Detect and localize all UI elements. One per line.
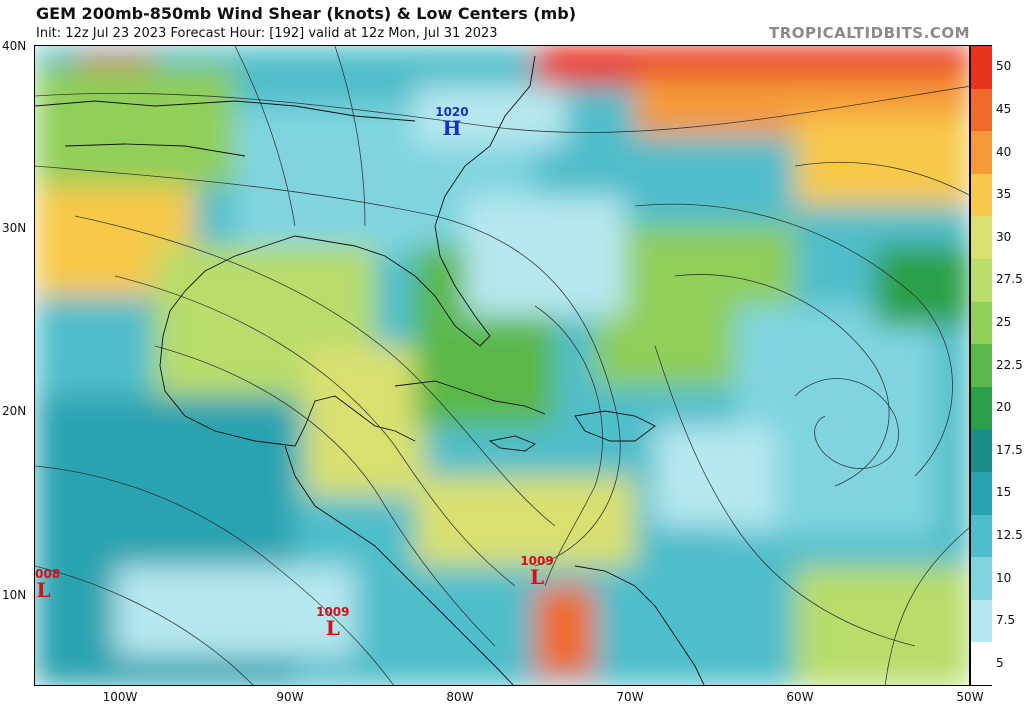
colorbar-segment — [971, 216, 992, 260]
colorbar-label: 30 — [996, 229, 1012, 244]
colorbar-segment — [971, 386, 992, 430]
lon-label-100w: 100W — [102, 690, 138, 704]
map-title: GEM 200mb-850mb Wind Shear (knots) & Low… — [36, 4, 577, 23]
colorbar-segment — [971, 88, 992, 132]
pressure-value: 1008 — [35, 566, 61, 581]
pressure-value: 1020 — [435, 105, 469, 120]
colorbar-segment — [971, 642, 992, 686]
lat-label-20n: 20N — [2, 404, 27, 418]
map-subtitle: Init: 12z Jul 23 2023 Forecast Hour: [19… — [36, 26, 498, 41]
low-pressure-center: 1008L — [35, 566, 62, 602]
lon-label-80w: 80W — [446, 690, 474, 704]
colorbar-label: 25 — [996, 314, 1012, 329]
colorbar-label: 10 — [996, 570, 1012, 585]
colorbar-label: 15 — [996, 485, 1012, 500]
lon-label-70w: 70W — [616, 690, 644, 704]
colorbar-label: 27.5 — [996, 272, 1023, 287]
shear-field — [35, 46, 969, 685]
lon-label-90w: 90W — [276, 690, 304, 704]
colorbar-segment — [971, 173, 992, 217]
pressure-symbol: L — [36, 577, 51, 602]
colorbar-label: 17.5 — [996, 442, 1023, 457]
low-pressure-center: 1009 L — [315, 606, 351, 638]
pressure-symbol: H — [442, 116, 462, 141]
colorbar-label: 45 — [996, 101, 1012, 116]
pressure-symbol: L — [530, 565, 545, 590]
colorbar-segment — [971, 514, 992, 558]
colorbar-segment — [971, 46, 992, 90]
lon-label-60w: 60W — [786, 690, 814, 704]
colorbar-segment — [971, 131, 992, 175]
pressure-symbol: L — [325, 616, 340, 641]
colorbar-label: 50 — [996, 59, 1012, 74]
colorbar-label: 22.5 — [996, 357, 1023, 372]
streamlines — [35, 46, 969, 685]
lat-label-10n: 10N — [2, 588, 27, 602]
high-pressure-center: 1020 H — [434, 106, 470, 138]
coastline-lines — [35, 55, 705, 685]
low-pressure-center: 1009 L — [519, 555, 555, 587]
lat-label-40n: 40N — [2, 39, 27, 53]
map-canvas — [35, 46, 969, 685]
site-credit: TROPICALTIDBITS.COM — [769, 24, 970, 42]
colorbar-segment — [971, 301, 992, 345]
colorbar-segment — [971, 599, 992, 643]
colorbar-label: 5 — [996, 655, 1004, 670]
colorbar-segment — [971, 344, 992, 388]
colorbar-segment — [971, 259, 992, 303]
pressure-value: 1009 — [316, 605, 350, 620]
colorbar-label: 20 — [996, 400, 1012, 415]
colorbar-label: 7.5 — [996, 613, 1016, 628]
colorbar-segment — [971, 557, 992, 601]
colorbar-segment — [971, 472, 992, 516]
colorbar-label: 35 — [996, 187, 1012, 202]
colorbar-segment — [971, 429, 992, 473]
shear-colorbar — [970, 45, 992, 686]
colorbar-label: 12.5 — [996, 527, 1023, 542]
lon-label-50w: 50W — [956, 690, 984, 704]
colorbar-label: 40 — [996, 144, 1012, 159]
pressure-value: 1009 — [520, 554, 554, 569]
lat-label-30n: 30N — [2, 221, 27, 235]
wind-shear-map: 1020H1008L1009L1009L — [34, 45, 970, 686]
